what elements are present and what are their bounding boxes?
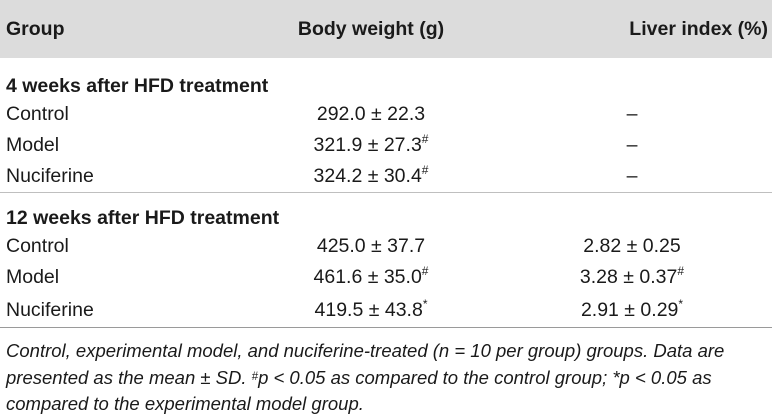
value: 292.0 ± 22.3: [316, 103, 426, 125]
header-row: Group Body weight (g) Liver index (%): [0, 0, 772, 58]
cell-group: Model: [6, 134, 60, 156]
cell-liver-index: 3.28 ± 0.37#: [492, 262, 772, 293]
cell-liver-index: 2.91 ± 0.29*: [492, 293, 772, 328]
significance-mark: #: [421, 264, 429, 278]
significance-mark: *: [678, 296, 684, 311]
section-row: 4 weeks after HFD treatment: [0, 58, 772, 99]
table-row: Model 321.9 ± 27.3# –: [0, 130, 772, 161]
significance-mark: *: [422, 296, 428, 311]
section-title: 4 weeks after HFD treatment: [6, 75, 269, 97]
value: 2.91 ± 0.29: [580, 298, 679, 321]
table-footnote: Control, experimental model, and nucifer…: [6, 338, 768, 418]
data-table: Group Body weight (g) Liver index (%) 4 …: [0, 0, 772, 328]
cell-group: Nuciferine: [6, 165, 94, 187]
table-row: Control 292.0 ± 22.3 –: [0, 99, 772, 130]
cell-group: Nuciferine: [0, 293, 250, 328]
cell-body-weight: 292.0 ± 22.3: [250, 99, 492, 130]
value: 2.82 ± 0.25: [583, 235, 681, 257]
header-group: Group: [6, 17, 65, 40]
section-row: 12 weeks after HFD treatment: [0, 192, 772, 231]
table-row: Control 425.0 ± 37.7 2.82 ± 0.25: [0, 231, 772, 262]
cell-body-weight: 425.0 ± 37.7: [250, 231, 492, 262]
table-header: Group Body weight (g) Liver index (%): [0, 0, 772, 58]
cell-group: Control: [6, 103, 69, 125]
cell-liver-index: –: [492, 99, 772, 130]
table-body: 4 weeks after HFD treatment Control 292.…: [0, 58, 772, 328]
header-liver-index: Liver index (%): [629, 17, 768, 40]
value: 3.28 ± 0.37: [579, 266, 678, 288]
footnote-text: p < 0.05 as compared to the control grou…: [6, 366, 712, 415]
cell-liver-index: –: [492, 130, 772, 161]
section-title: 12 weeks after HFD treatment: [0, 192, 772, 231]
value: –: [626, 103, 638, 125]
cell-body-weight: 321.9 ± 27.3#: [250, 130, 492, 161]
value: 324.2 ± 30.4: [313, 165, 422, 187]
header-body-weight: Body weight (g): [297, 17, 445, 40]
value: –: [626, 134, 638, 156]
table-row: Model 461.6 ± 35.0# 3.28 ± 0.37#: [0, 262, 772, 293]
table-row: Nuciferine 419.5 ± 43.8* 2.91 ± 0.29*: [0, 293, 772, 328]
cell-liver-index: –: [492, 161, 772, 193]
cell-body-weight: 419.5 ± 43.8*: [250, 293, 492, 328]
table-row: Nuciferine 324.2 ± 30.4# –: [0, 161, 772, 193]
cell-group: Control: [6, 235, 69, 257]
value: 461.6 ± 35.0: [313, 266, 422, 288]
significance-mark: #: [677, 264, 685, 278]
significance-mark: #: [251, 370, 259, 383]
cell-body-weight: 324.2 ± 30.4#: [250, 161, 492, 193]
cell-body-weight: 461.6 ± 35.0#: [250, 262, 492, 293]
footnote-text: Control, experimental model, and nucifer…: [6, 340, 725, 388]
significance-mark: #: [421, 132, 429, 146]
cell-group: Model: [6, 266, 60, 288]
cell-liver-index: 2.82 ± 0.25: [492, 231, 772, 262]
value: –: [626, 165, 638, 187]
value: 425.0 ± 37.7: [316, 235, 426, 257]
significance-mark: #: [421, 163, 429, 177]
value: 419.5 ± 43.8: [314, 298, 423, 321]
value: 321.9 ± 27.3: [313, 134, 422, 156]
